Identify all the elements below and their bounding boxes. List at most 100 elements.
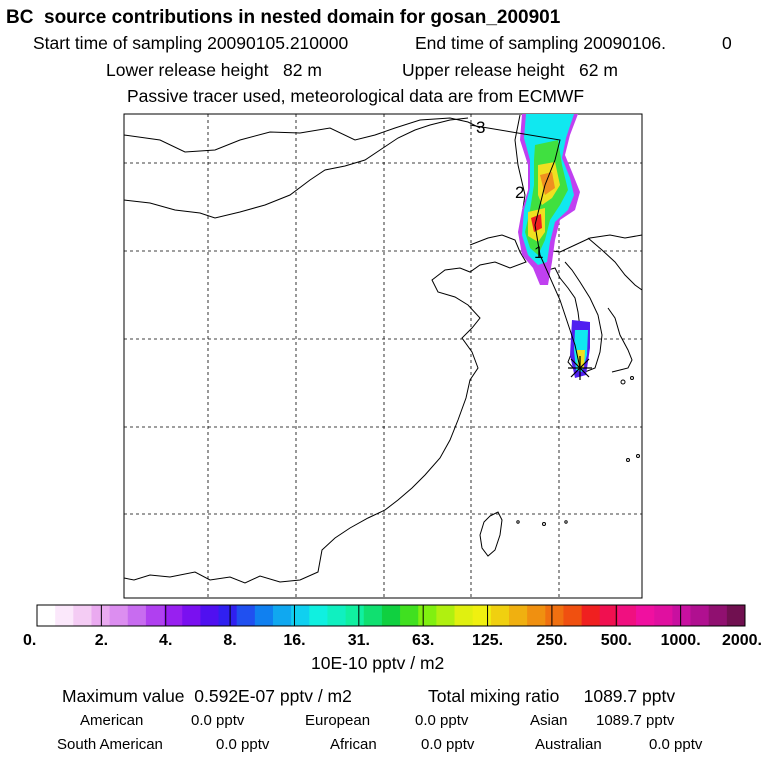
tracer-note: Passive tracer used, meteorological data… [127,86,585,106]
colorbar-segment [363,605,383,626]
colorbar-segment [345,605,365,626]
receptor-star-icon [568,356,592,380]
colorbar-tick-label: 31. [348,632,370,649]
map-grid [124,114,642,598]
colorbar-segment [164,605,183,626]
colorbar-segment [91,605,111,626]
coast-japan [607,307,633,373]
region-value-south-american: 0.0 pptv [216,736,270,753]
chart-title: BC source contributions in nested domain… [6,7,561,28]
colorbar-segment [218,605,238,626]
colorbar-segment [545,605,564,626]
colorbar-segment [581,605,601,626]
colorbar-tick-label: 500. [601,632,632,649]
region-label-asian: Asian [530,712,568,729]
trajectory-path [469,124,581,369]
colorbar-segment [472,605,492,626]
colorbar-segment [617,605,637,626]
colorbar-segment [599,605,619,626]
colorbar-segment [73,605,92,626]
colorbar-segment [436,605,456,626]
coast-china [123,234,527,584]
island-6 [564,520,568,524]
total-mixing-ratio: Total mixing ratio 1089.7 pptv [428,686,676,706]
upper-release-label: Upper release height 62 m [402,60,618,80]
colorbar-segment [381,605,401,626]
region-value-american: 0.0 pptv [191,712,245,729]
colorbar-segment [182,605,201,626]
trajectory-label-2: 2 [515,183,524,202]
coast-korea [539,261,603,373]
coast-korea-east [587,237,643,291]
map-frame [123,113,643,599]
colorbar-tick-label: 4. [159,632,172,649]
coast-taiwan [479,511,503,557]
colorbar-segment [454,605,474,626]
max-value: Maximum value 0.592E-07 pptv / m2 [62,686,352,706]
island-4 [636,454,640,458]
colorbar-segment [109,605,129,626]
region-value-australian: 0.0 pptv [649,736,703,753]
region-label-european: European [305,712,371,729]
colorbar-tick-label: 1000. [661,632,701,649]
start-time-label: Start time of sampling 20090105.210000 [33,33,349,53]
colorbar-segment [127,605,147,626]
colorbar-unit: 10E-10 pptv / m2 [311,653,445,673]
plume-red [531,214,542,232]
colorbar-frame [36,604,746,627]
end-time-label: End time of sampling 20090106. [415,33,666,53]
island-5 [542,522,546,526]
colorbar-tick-label: 2. [95,632,108,649]
colorbar-ticks: 0. 2. 4. 8. 16. 31. 63. 125. 250. 500. 1000. 2000. [23,605,762,649]
colorbar-segment [55,605,74,626]
colorbar-tick-label: 0. [23,632,36,649]
colorbar-tick-label: 16. [283,632,305,649]
region-label-australian: Australian [535,736,602,753]
region-value-african: 0.0 pptv [421,736,475,753]
colorbar-segment [236,605,256,626]
region-label-african: African [330,736,377,753]
colorbar-segment [145,605,165,626]
colorbar-segment [254,605,274,626]
colorbar-segment [200,605,220,626]
colorbar-segment [672,605,692,626]
colorbar-tick-label: 63. [412,632,434,649]
region-value-european: 0.0 pptv [415,712,469,729]
colorbar-segment [418,605,437,626]
concentration-plume [518,114,590,378]
trajectory-label-1: 1 [534,243,543,262]
colorbar-segment [636,605,655,626]
colorbar-segment [291,605,310,626]
colorbar-segment [654,605,673,626]
colorbar-segment [490,605,510,626]
island-3 [626,458,630,462]
colorbar-segment [400,605,419,626]
colorbar-segment [708,605,728,626]
colorbar-segment [690,605,710,626]
colorbar [36,604,746,627]
colorbar-tick-label: 250. [536,632,567,649]
region-label-south-american: South American [57,736,163,753]
colorbar-segment [273,605,292,626]
colorbar-segment [509,605,528,626]
colorbar-segment [37,605,56,626]
colorbar-segment [726,605,746,626]
region-label-american: American [80,712,144,729]
colorbar-segment [309,605,328,626]
colorbar-tick-label: 8. [223,632,236,649]
border-inner [123,117,469,219]
region-value-asian: 1089.7 pptv [596,712,675,729]
colorbar-segment [527,605,546,626]
colorbar-segment [563,605,583,626]
colorbar-tick-label: 2000. [722,632,762,649]
island-1 [620,379,626,385]
end-time-suffix: 0 [722,33,732,53]
island-7 [516,520,520,524]
island-2 [630,376,634,380]
lower-release-label: Lower release height 82 m [106,60,322,80]
border-mongolia [123,117,481,153]
colorbar-tick-label: 125. [472,632,503,649]
trajectory-label-3: 3 [476,118,485,137]
colorbar-segment [327,605,347,626]
